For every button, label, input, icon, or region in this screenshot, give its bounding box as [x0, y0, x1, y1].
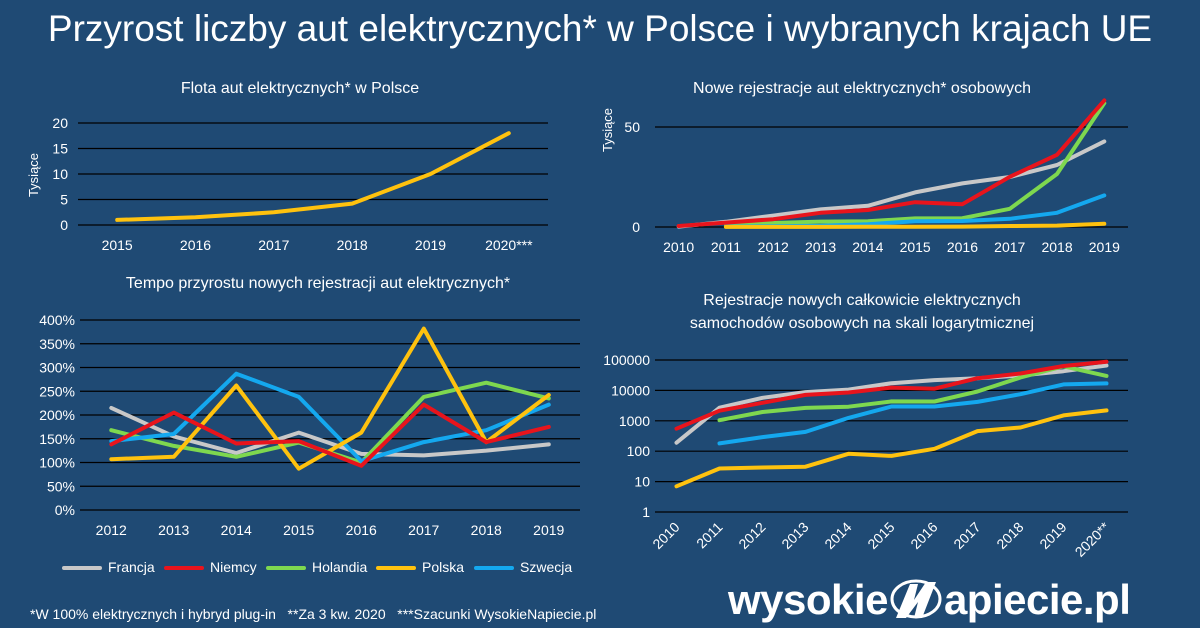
x-tick-label: 2013 — [805, 239, 836, 255]
series-line-niemcy — [109, 402, 551, 468]
series-line-niemcy — [674, 359, 1109, 431]
x-tick-label: 2014 — [221, 522, 252, 538]
y-tick-label: 50% — [47, 478, 75, 494]
chart-title: Rejestracje nowych całkowicie elektryczn… — [703, 292, 1020, 309]
chart-log-registrations: Rejestracje nowych całkowicie elektryczn… — [603, 292, 1128, 560]
series-line-holandia — [723, 101, 1107, 227]
series-line-polska — [723, 221, 1107, 229]
x-tick-label: 2016 — [907, 519, 940, 552]
legend-swatch-szwecja — [474, 566, 514, 570]
series-line-polska — [115, 131, 511, 222]
y-tick-label: 0% — [55, 502, 75, 518]
x-tick-label: 2011 — [693, 519, 726, 552]
y-axis-label: Tysiące — [600, 108, 615, 152]
x-tick-label: 2017 — [258, 237, 289, 253]
y-tick-label: 250% — [39, 383, 75, 399]
x-tick-label: 2016 — [947, 239, 978, 255]
legend-label-francja: Francja — [108, 559, 155, 575]
x-tick-label: 2017 — [408, 522, 439, 538]
brand-logo: wysokie apiecie.pl — [728, 576, 1131, 624]
footnote: *W 100% elektrycznych i hybryd plug-in *… — [30, 606, 597, 622]
series-line-polska — [674, 408, 1109, 489]
x-tick-label: 2018 — [1041, 239, 1072, 255]
chart-growth-rate: Tempo przyrostu nowych rejestracji aut e… — [39, 275, 580, 538]
x-tick-label: 2015 — [864, 519, 897, 552]
y-tick-label: 10 — [634, 474, 650, 490]
series-line-francja — [109, 405, 551, 458]
x-tick-label: 2013 — [158, 522, 189, 538]
y-tick-label: 15 — [52, 141, 68, 157]
y-tick-label: 20 — [52, 115, 68, 131]
series-line-holandia — [717, 364, 1109, 423]
y-tick-label: 0 — [632, 219, 640, 235]
legend-swatch-polska — [376, 566, 416, 570]
main-title: Przyrost liczby aut elektrycznych* w Pol… — [47, 8, 1153, 49]
series-line-niemcy — [676, 98, 1107, 228]
x-tick-label: 2019 — [1036, 519, 1069, 552]
x-tick-label: 2014 — [852, 239, 883, 255]
y-tick-label: 400% — [39, 312, 75, 328]
x-tick-label: 2017 — [994, 239, 1025, 255]
chart-title: Nowe rejestracje aut elektrycznych* osob… — [693, 80, 1031, 97]
y-axis-label: Tysiące — [26, 153, 41, 197]
x-tick-label: 2018 — [337, 237, 368, 253]
x-tick-label: 2019 — [533, 522, 564, 538]
x-tick-label: 2013 — [778, 519, 811, 552]
series-line-polska — [109, 326, 551, 471]
y-tick-label: 5 — [60, 192, 68, 208]
y-tick-label: 300% — [39, 360, 75, 376]
legend-label-szwecja: Szwecja — [520, 559, 573, 575]
x-tick-label: 2012 — [735, 519, 768, 552]
y-tick-label: 1000 — [619, 413, 650, 429]
x-tick-label: 2019 — [1089, 239, 1120, 255]
y-tick-label: 0 — [60, 217, 68, 233]
x-tick-label: 2020*** — [485, 237, 533, 253]
x-tick-label: 2015 — [900, 239, 931, 255]
legend-label-polska: Polska — [422, 559, 465, 575]
x-tick-label: 2016 — [346, 522, 377, 538]
chart-subtitle: samochodów osobowych na skali logarytmic… — [690, 315, 1034, 332]
y-tick-label: 50 — [624, 119, 640, 135]
x-tick-label: 2016 — [180, 237, 211, 253]
x-tick-label: 2019 — [415, 237, 446, 253]
chart-title: Flota aut elektrycznych* w Polsce — [181, 80, 419, 97]
brand-text-end: apiecie.pl — [943, 576, 1131, 623]
y-tick-label: 10 — [52, 166, 68, 182]
x-tick-label: 2020** — [1072, 518, 1113, 559]
y-tick-label: 100 — [627, 443, 651, 459]
x-tick-label: 2012 — [758, 239, 789, 255]
legend-label-niemcy: Niemcy — [210, 559, 257, 575]
legend-label-holandia: Holandia — [312, 559, 368, 575]
y-tick-label: 10000 — [611, 382, 650, 398]
x-tick-label: 2012 — [96, 522, 127, 538]
x-tick-label: 2018 — [993, 519, 1026, 552]
x-tick-label: 2014 — [821, 519, 854, 552]
x-tick-label: 2010 — [649, 519, 682, 552]
chart-title: Tempo przyrostu nowych rejestracji aut e… — [126, 275, 510, 292]
series-line-szwecja — [717, 381, 1109, 446]
y-tick-label: 150% — [39, 431, 75, 447]
x-tick-label: 2011 — [711, 239, 741, 255]
legend-swatch-francja — [62, 566, 102, 570]
x-tick-label: 2015 — [102, 237, 133, 253]
brand-text-start: wysokie — [728, 576, 888, 623]
x-tick-label: 2015 — [283, 522, 314, 538]
legend-swatch-holandia — [266, 566, 306, 570]
x-tick-label: 2018 — [471, 522, 502, 538]
y-tick-label: 350% — [39, 336, 75, 352]
series-line-szwecja — [109, 371, 551, 464]
series-line-francja — [676, 139, 1107, 229]
lightning-n-logo-icon — [890, 579, 942, 619]
chart-fleet-poland: Flota aut elektrycznych* w Polsce Tysiące… — [26, 80, 548, 253]
y-tick-label: 200% — [39, 407, 75, 423]
series-line-francja — [674, 363, 1109, 445]
legend: Francja Niemcy Holandia Polska Szwecja — [62, 558, 602, 578]
legend-swatch-niemcy — [164, 566, 204, 570]
y-tick-label: 100% — [39, 455, 75, 471]
chart-new-registrations: Nowe rejestracje aut elektrycznych* osob… — [600, 80, 1128, 255]
x-tick-label: 2010 — [663, 239, 694, 255]
y-tick-label: 1 — [642, 504, 650, 520]
y-tick-label: 100000 — [603, 352, 650, 368]
x-tick-label: 2017 — [950, 519, 983, 552]
